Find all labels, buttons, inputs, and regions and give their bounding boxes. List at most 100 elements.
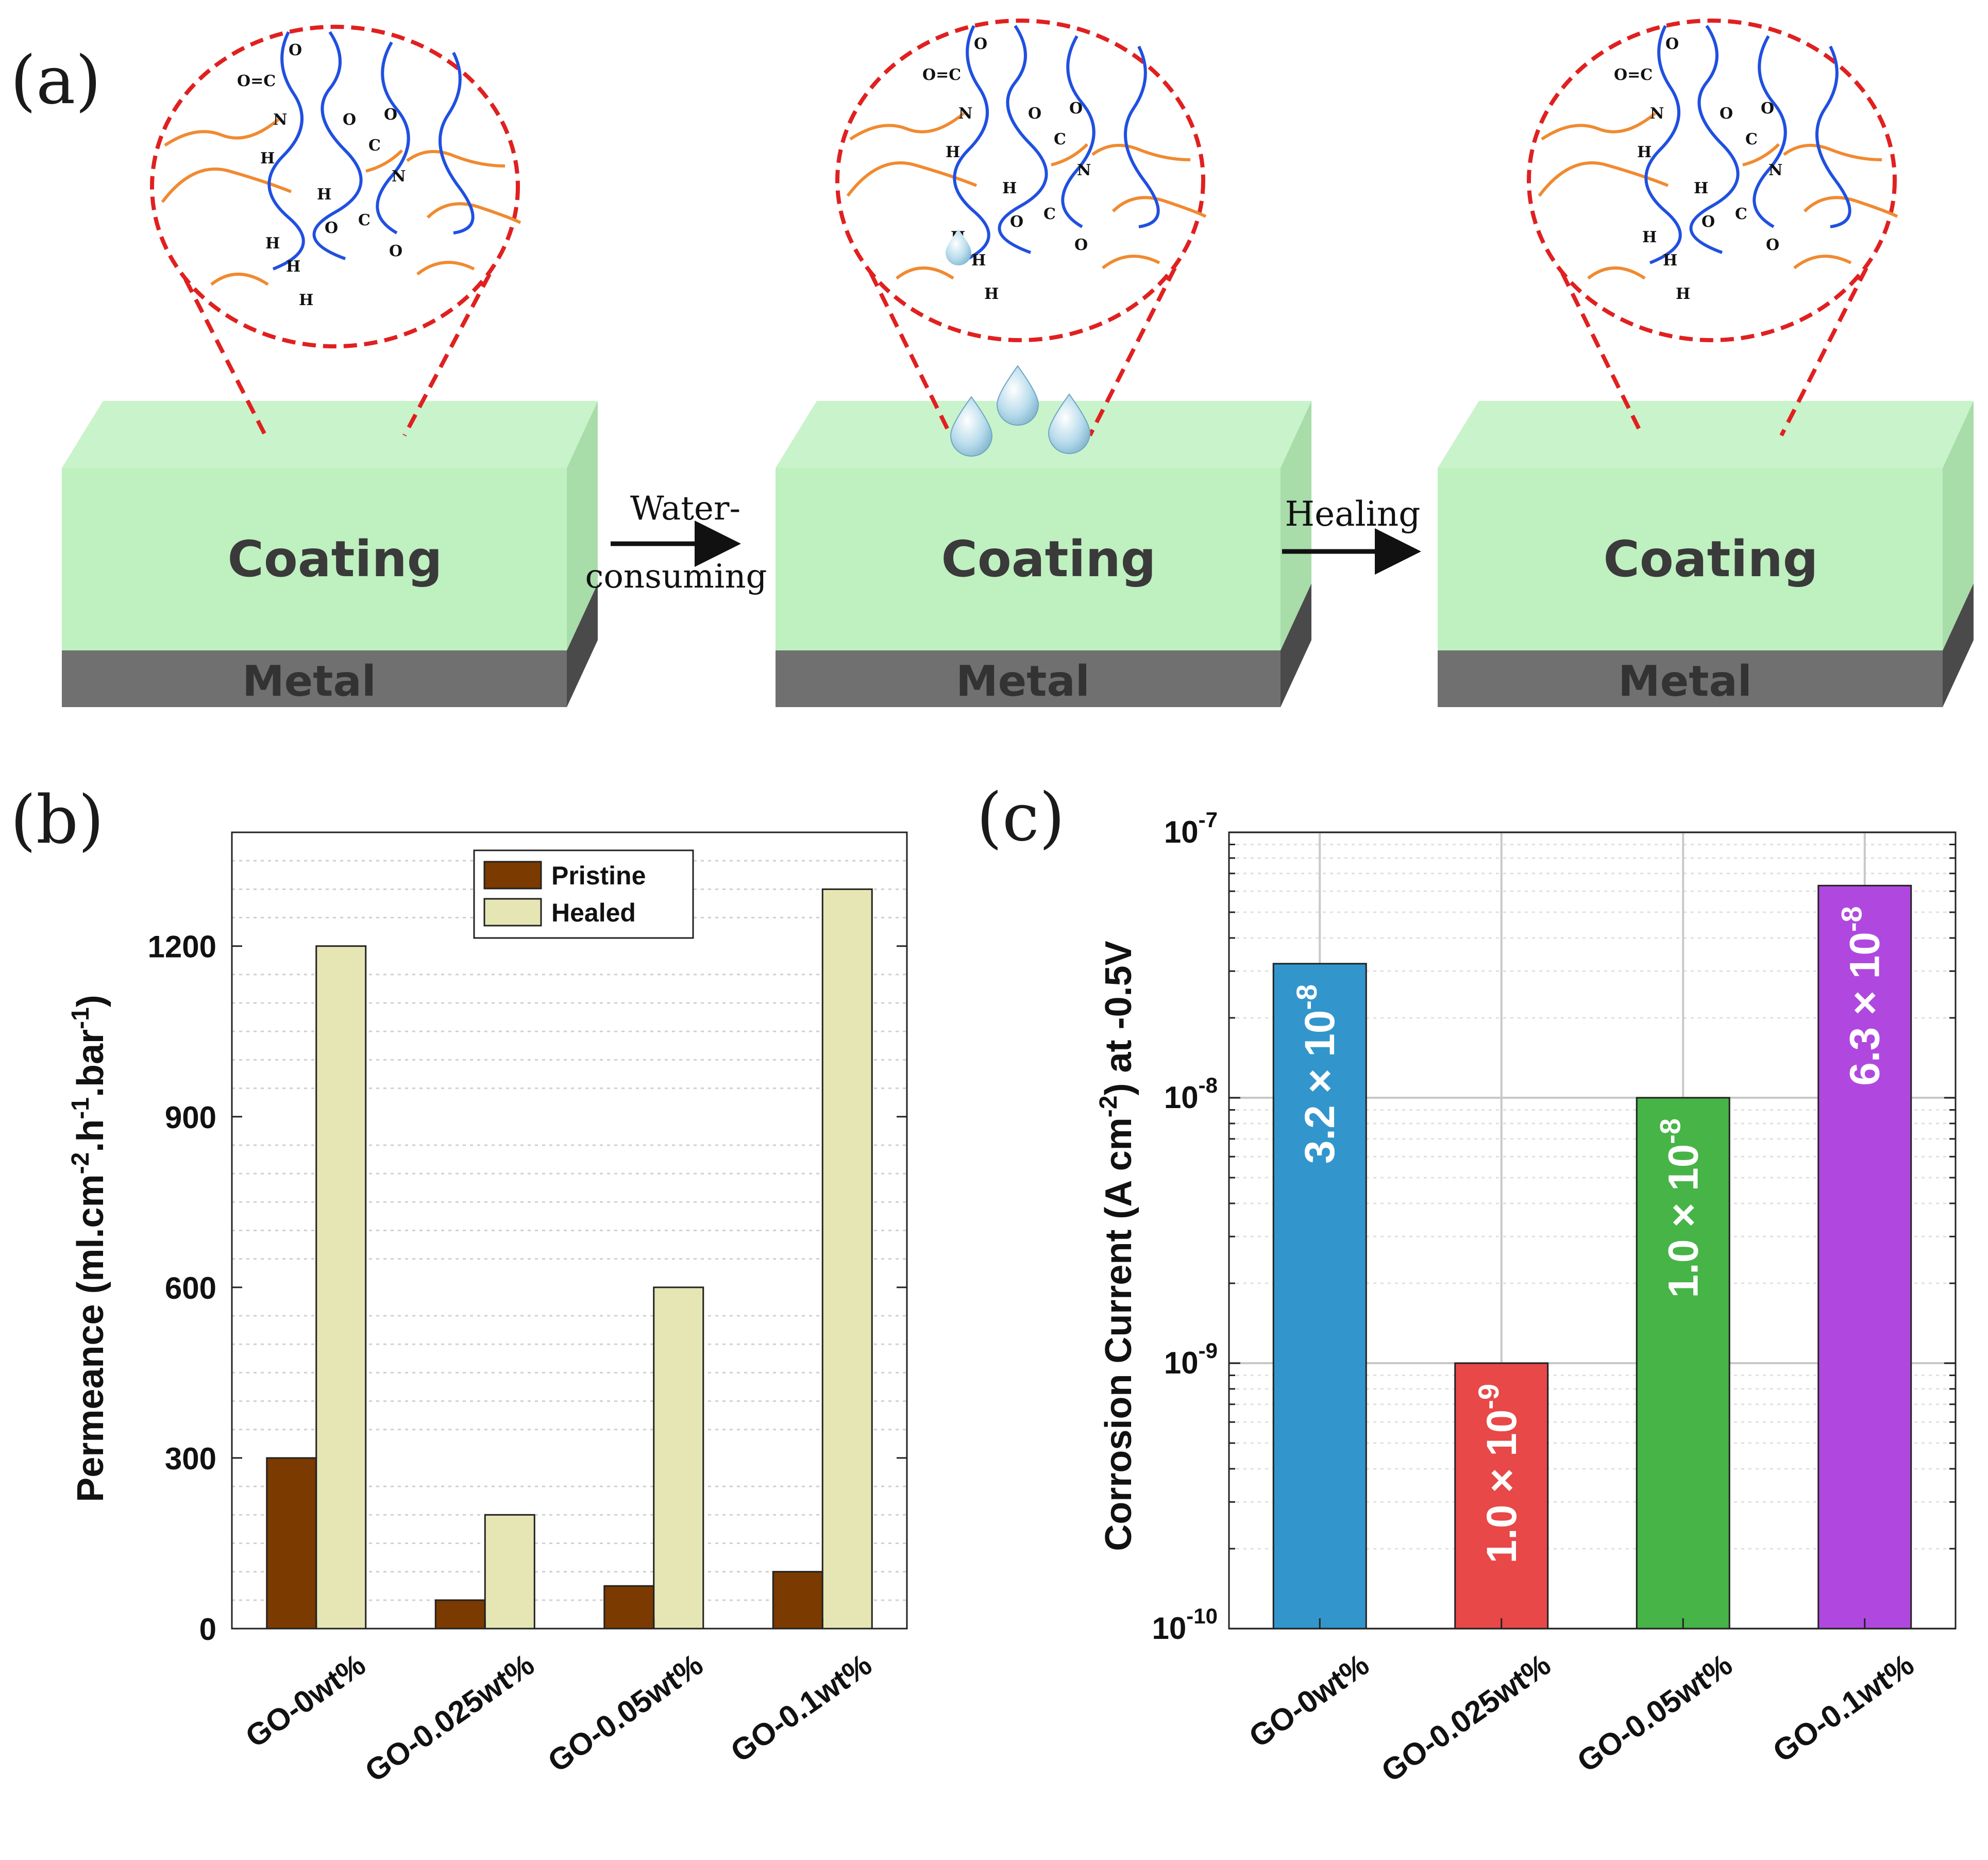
coating-side (567, 401, 598, 650)
chem-atom-label: H (984, 285, 999, 303)
polymer-chain-orange (849, 112, 965, 141)
polymer-chain-orange (1587, 266, 1646, 280)
metal-side (567, 583, 598, 707)
y-tick-label: 900 (165, 1100, 216, 1135)
chem-atom-label: H (971, 252, 986, 270)
polymer-chain-blue (312, 31, 363, 260)
chem-atom-label: H (1676, 285, 1690, 303)
water-droplet (996, 365, 1039, 426)
chem-atom-label: N (1768, 161, 1782, 179)
chem-atom-label: O (1069, 99, 1083, 118)
chem-atom-label: O (1665, 35, 1679, 53)
water-droplet (950, 396, 993, 457)
bar-value (1636, 1097, 1730, 1630)
zoom-ellipse (1527, 19, 1897, 342)
polymer-chain-orange (210, 273, 269, 286)
chem-atom-label: O (1766, 236, 1779, 254)
panel-label-b: (b) (10, 782, 104, 859)
metal-layer (62, 650, 567, 707)
y-tick-label: 1200 (148, 930, 216, 964)
bar-value (1454, 1362, 1549, 1630)
chem-atom-label: O=C (922, 66, 961, 84)
chem-atom-label: H (1663, 252, 1677, 270)
polymer-chain-blue (1689, 25, 1740, 254)
polymer-chain-orange (1051, 143, 1089, 166)
polymer-chain-blue (1644, 25, 1682, 264)
metal-side (1281, 583, 1311, 707)
chem-atom-label: O (1074, 236, 1088, 254)
chem-atom-label: C (368, 137, 381, 155)
y-axis-label: Corrosion Current (A cm-2) at -0.5V (1095, 941, 1139, 1551)
metal-label: Metal (242, 657, 376, 706)
arrow-water-consuming: Water- consuming (585, 490, 767, 596)
polymer-chain-orange (896, 266, 954, 280)
polymer-chain-blue (1815, 45, 1851, 228)
bar-value-label: 1.0 × 10-9 (1472, 1384, 1525, 1563)
coating-side (1943, 401, 1974, 650)
chem-atom-label: O (1010, 213, 1023, 231)
polymer-chain-orange (1742, 143, 1780, 166)
panel-label-c: (c) (976, 779, 1065, 856)
y-tick-label: 0 (199, 1612, 216, 1647)
chem-atom-label: H (1002, 179, 1017, 197)
permeance-chart: 0 300 600 900 1200 GO-0wt%GO-0.025wt% GO-0.05w… (67, 831, 908, 1789)
chem-atom-label: N (1077, 161, 1091, 179)
chem-atom-label: O (1028, 105, 1041, 123)
x-tick-label: GO-0.025wt% (359, 1647, 541, 1789)
zoom-connector-left (183, 278, 267, 437)
water-droplet (946, 229, 971, 265)
polymer-chain-blue (953, 25, 990, 264)
polymer-chain-blue (1061, 35, 1096, 228)
coating-layer (62, 468, 567, 650)
bar-healed (653, 1286, 704, 1630)
polymer-chain-orange (1102, 255, 1160, 270)
chem-atom-label: H (1637, 143, 1652, 161)
bar-pristine (434, 1599, 486, 1630)
metal-side (1943, 583, 1974, 707)
chem-atom-label: O (325, 219, 338, 237)
polymer-chain-orange (1783, 144, 1882, 161)
x-tick-label: GO-0.05wt% (1571, 1647, 1738, 1779)
x-tick-label: GO-0wt% (239, 1647, 372, 1754)
plot-frame (231, 831, 908, 1630)
metal-label: Metal (956, 657, 1090, 706)
coating-side (1281, 401, 1311, 650)
chem-atom-label: H (265, 234, 280, 253)
metal-layer (776, 650, 1281, 707)
x-tick-label: GO-0.1wt% (725, 1647, 878, 1769)
legend-label: Pristine (551, 861, 646, 890)
y-tick-label: 600 (165, 1271, 216, 1305)
chem-atom-label: N (958, 105, 972, 123)
bar-value-label: 6.3 × 10-8 (1835, 906, 1889, 1085)
legend-swatch (483, 898, 542, 927)
bar-pristine (266, 1457, 317, 1630)
polymer-chain-blue (376, 41, 410, 234)
chem-atom-label: O=C (237, 72, 276, 90)
coating-top (776, 401, 1311, 468)
chem-atom-label: O (384, 106, 397, 124)
chem-atom-label: O=C (1614, 66, 1653, 84)
polymer-chain-orange (1538, 161, 1669, 197)
bar-healed (821, 888, 873, 1630)
panel-label-a: (a) (10, 42, 101, 119)
polymer-chain-orange (426, 202, 521, 224)
arrow-healing: Healing (1282, 494, 1421, 575)
chem-atom-label: C (1745, 130, 1758, 148)
chem-atom-label: H (317, 186, 331, 204)
x-tick-label: GO-0wt% (1243, 1647, 1375, 1754)
chem-atom-label: C (1735, 205, 1747, 223)
legend-swatch (483, 861, 542, 890)
chem-atom-label: H (260, 149, 275, 167)
chem-atom-label: H (286, 258, 300, 276)
zoom-ellipse (835, 19, 1205, 342)
plot-frame (1228, 831, 1957, 1630)
chem-atom-label: O (343, 111, 356, 129)
x-tick-label: GO-0.05wt% (542, 1647, 709, 1779)
bar-pristine (603, 1585, 655, 1630)
zoom-connector-right (1779, 267, 1868, 437)
